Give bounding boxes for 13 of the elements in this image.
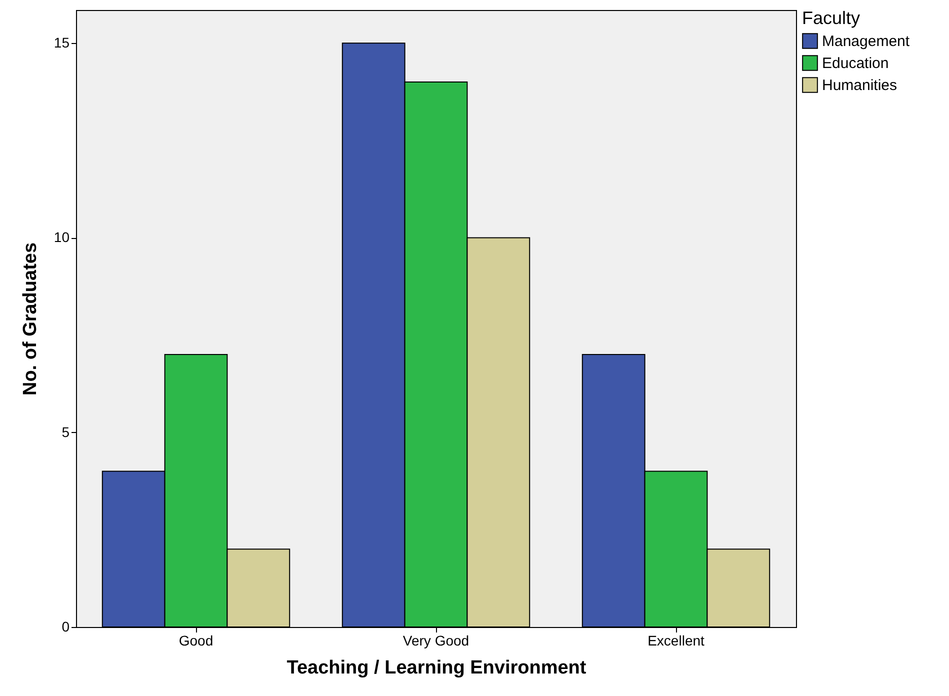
x-axis-title: Teaching / Learning Environment — [286, 658, 587, 678]
y-tick-label: 10 — [54, 229, 70, 246]
y-tick-label: 15 — [54, 34, 70, 51]
x-tick-label: Very Good — [402, 632, 470, 648]
legend-label: Humanities — [822, 77, 898, 94]
y-tick-label: 5 — [62, 424, 70, 440]
legend-label: Education — [822, 55, 889, 72]
y-axis-title: No. of Graduates — [20, 242, 41, 396]
x-tick-label: Good — [178, 632, 214, 648]
x-tick-label: Excellent — [648, 632, 705, 648]
legend-label: Management — [822, 33, 910, 50]
legend-title: Faculty — [802, 8, 860, 28]
y-tick-label: 0 — [62, 618, 70, 634]
